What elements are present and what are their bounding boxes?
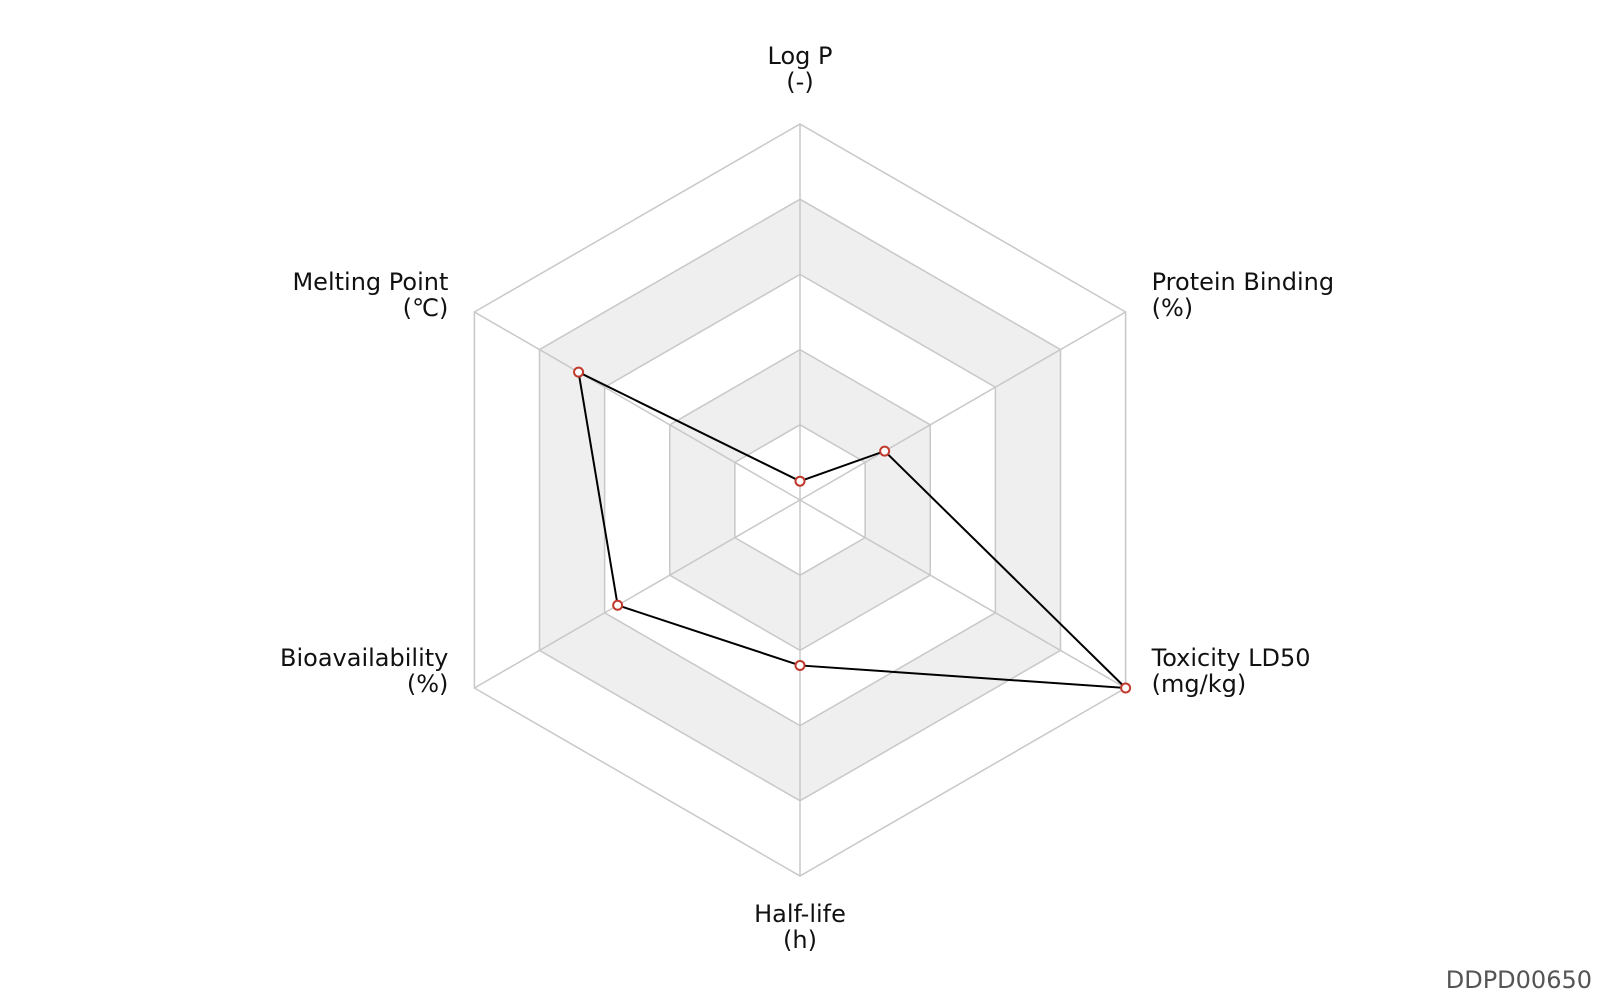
axis-unit-3: (h) [783,926,817,954]
axis-unit-0: (-) [786,68,813,96]
axis-unit-4: (%) [407,670,449,698]
radar-band-1 [669,349,931,651]
radar-point-1 [879,445,891,457]
axis-label-1: Protein Binding [1152,268,1334,296]
radar-point-4 [612,599,624,611]
axis-label-2: Toxicity LD50 [1151,644,1311,672]
axis-unit-1: (%) [1152,294,1194,322]
axis-label-0: Log P [768,42,833,70]
axis-unit-5: (℃) [403,294,449,322]
radar-point-0 [794,475,806,487]
radar-spokes [473,124,1127,876]
radar-spoke-5 [473,311,801,501]
radar-spoke-4 [473,499,801,689]
radar-series [573,366,1132,694]
radar-point-2 [1120,682,1132,694]
radar-point-5 [573,366,585,378]
radar-point-3 [794,659,806,671]
axis-unit-2: (mg/kg) [1152,670,1247,698]
axis-label-5: Melting Point [292,268,448,296]
axis-label-3: Half-life [754,900,846,928]
radar-spoke-2 [799,499,1127,689]
axis-label-4: Bioavailability [280,644,448,672]
chart-code: DDPD00650 [1445,966,1592,994]
radar-spoke-1 [799,311,1127,501]
axis-labels: Log P(-)Protein Binding(%)Toxicity LD50(… [280,42,1334,954]
radar-bands [539,199,1061,801]
